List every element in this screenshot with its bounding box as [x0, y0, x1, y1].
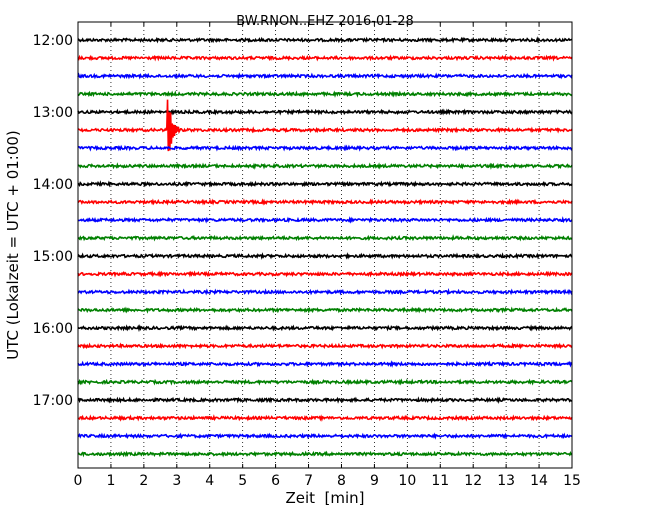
- y-axis-label: UTC (Lokalzeit = UTC + 01:00): [4, 130, 22, 360]
- trace-1345: [77, 162, 573, 170]
- y-axis: 12:00 13:00 14:00 15:00 16:00 17:00: [33, 33, 82, 409]
- trace-1730: [77, 432, 573, 440]
- trace-1500: [77, 252, 573, 260]
- trace-1600: [77, 324, 573, 333]
- trace-1515: [77, 270, 573, 278]
- y-tick-label: 13:00: [33, 105, 73, 121]
- trace-1400: [77, 180, 573, 188]
- trace-1230: [77, 72, 573, 80]
- y-tick-label: 14:00: [33, 177, 73, 193]
- x-tick-label: 5: [238, 473, 247, 489]
- trace-1615: [77, 342, 573, 350]
- trace-1700: [77, 396, 573, 404]
- x-tick-label: 12: [464, 473, 482, 489]
- y-tick-label: 15:00: [33, 249, 73, 265]
- x-tick-label: 0: [74, 473, 83, 489]
- trace-1415: [77, 198, 573, 206]
- x-tick-label: 2: [139, 473, 148, 489]
- trace-1300: [77, 108, 573, 116]
- trace-1245: [77, 90, 573, 98]
- x-tick-label: 13: [497, 473, 515, 489]
- trace-1215: [77, 54, 573, 62]
- x-tick-label: 7: [304, 473, 313, 489]
- x-tick-label: 14: [530, 473, 548, 489]
- trace-1645: [77, 378, 573, 386]
- y-tick-label: 16:00: [33, 321, 73, 337]
- trace-1445: [77, 234, 573, 242]
- x-tick-label: 3: [172, 473, 181, 489]
- x-axis-label: Zeit [min]: [285, 489, 364, 507]
- x-tick-label: 10: [398, 473, 416, 489]
- x-tick-label: 4: [205, 473, 214, 489]
- x-tick-label: 8: [337, 473, 346, 489]
- trace-1715: [77, 414, 573, 422]
- grid-lines: [110, 22, 540, 468]
- trace-1200: [77, 36, 573, 44]
- x-tick-label: 6: [271, 473, 280, 489]
- trace-1745: [77, 450, 573, 458]
- trace-1545: [77, 306, 573, 314]
- x-tick-label: 15: [563, 473, 581, 489]
- trace-group: [77, 36, 573, 458]
- y-tick-label: 17:00: [33, 393, 73, 409]
- trace-1330: [77, 144, 573, 152]
- x-tick-label: 1: [106, 473, 115, 489]
- trace-1430: [77, 216, 573, 224]
- trace-1630: [77, 360, 573, 368]
- x-axis: 0 1 2 3 4 5 6 7 8 9 10 11 12 13 14 15: [74, 22, 581, 489]
- plot-frame: [77, 21, 573, 469]
- x-tick-label: 11: [431, 473, 449, 489]
- trace-1315: [77, 99, 573, 152]
- x-tick-label: 9: [370, 473, 379, 489]
- y-tick-label: 12:00: [33, 33, 73, 49]
- trace-1530: [77, 288, 573, 296]
